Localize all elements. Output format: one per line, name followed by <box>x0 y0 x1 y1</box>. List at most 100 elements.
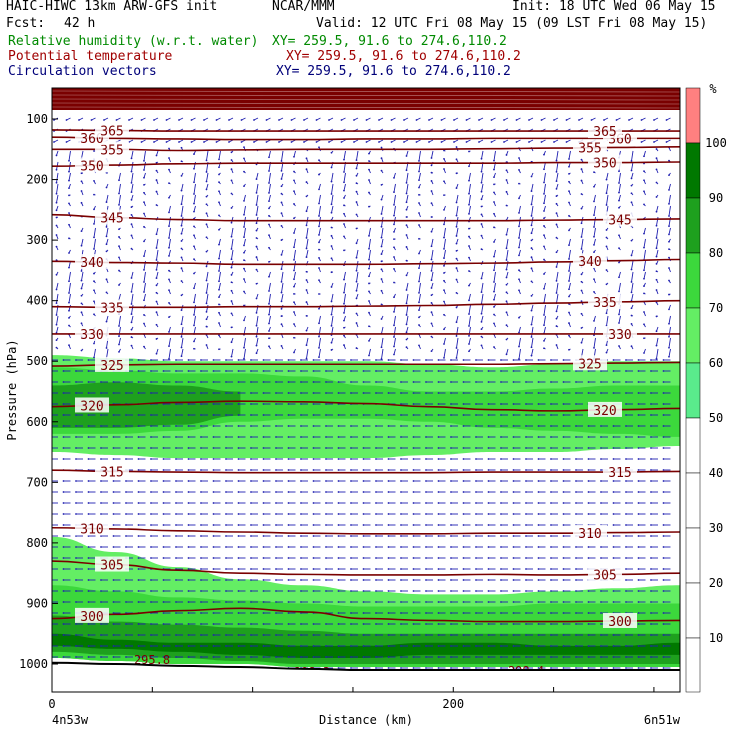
circulation-vector-head <box>668 279 670 282</box>
circulation-vector <box>556 161 559 172</box>
circulation-vector-head <box>355 213 358 216</box>
circulation-vector-head <box>468 245 470 247</box>
circulation-vector-head <box>555 223 558 226</box>
circulation-vector-head <box>380 225 383 228</box>
circulation-vector-head <box>225 601 227 603</box>
circulation-vector-head <box>612 370 615 372</box>
circulation-vector-head <box>405 246 408 248</box>
circulation-vector-head <box>87 579 90 581</box>
circulation-vector-head <box>75 436 77 438</box>
circulation-vector-head <box>630 177 633 180</box>
circulation-vector-head <box>655 315 658 318</box>
circulation-vector-head <box>212 557 215 559</box>
circulation-vector-head <box>362 370 365 372</box>
circulation-vector-head <box>525 359 527 361</box>
circulation-vector-head <box>493 313 495 316</box>
circulation-vector <box>443 249 446 259</box>
circulation-vector-head <box>318 225 320 228</box>
circulation-vector-head <box>118 269 120 272</box>
circulation-vector-head <box>500 524 502 526</box>
circulation-vector-head <box>368 300 370 302</box>
circulation-vector-head <box>325 535 327 537</box>
circulation-vector <box>406 304 409 316</box>
circulation-vector-head <box>562 590 565 592</box>
circulation-vector-head <box>580 280 583 283</box>
circulation-vector-head <box>500 546 502 548</box>
circulation-vector-head <box>337 601 340 603</box>
circulation-vector-head <box>480 198 483 201</box>
circulation-vector-head <box>155 323 158 326</box>
circulation-vector-head <box>443 236 445 239</box>
circulation-vector-head <box>437 623 440 625</box>
circulation-vector-head <box>250 557 252 559</box>
circulation-vector-head <box>250 469 252 471</box>
circulation-vector-head <box>237 502 240 504</box>
circulation-vector-head <box>618 206 620 209</box>
circulation-vector-head <box>618 234 620 237</box>
circulation-vector-head <box>643 292 645 295</box>
circulation-vector <box>656 238 659 249</box>
circulation-vector-head <box>568 295 570 298</box>
circulation-vector-head <box>318 234 320 236</box>
circulation-vector-head <box>143 240 145 243</box>
circulation-vector-head <box>237 557 240 559</box>
circulation-vector-head <box>205 236 208 239</box>
circulation-vector-head <box>530 232 533 235</box>
circulation-vector-head <box>630 314 633 317</box>
circulation-vector-head <box>505 233 508 236</box>
circulation-vector-head <box>475 436 477 438</box>
circulation-vector-head <box>437 491 440 493</box>
circulation-vector <box>556 282 559 294</box>
circulation-vector-head <box>262 634 265 636</box>
circulation-vector-head <box>337 623 340 625</box>
circulation-vector <box>406 282 409 291</box>
circulation-vector <box>381 326 384 334</box>
circulation-vector-head <box>425 546 427 548</box>
circulation-vector-head <box>303 141 305 143</box>
circulation-vector-head <box>153 119 155 121</box>
circulation-vector-head <box>625 590 627 592</box>
circulation-vector-head <box>493 290 495 293</box>
circulation-vector-head <box>125 447 127 449</box>
circulation-vector-head <box>162 458 165 460</box>
circulation-vector-head <box>280 300 283 303</box>
circulation-vector-head <box>553 141 555 143</box>
circulation-vector <box>256 205 259 216</box>
circulation-vector-head <box>662 612 665 614</box>
circulation-vector <box>318 194 321 204</box>
circulation-vector-head <box>100 480 102 482</box>
circulation-vector-head <box>400 447 402 449</box>
legend-vectors-label: Circulation vectors <box>8 64 157 79</box>
circulation-vector-head <box>543 245 545 248</box>
circulation-vector-head <box>225 513 227 515</box>
circulation-vector-head <box>655 344 658 347</box>
circulation-vector-head <box>530 239 533 242</box>
circulation-vector-head <box>118 192 120 195</box>
circulation-vector-head <box>100 381 102 383</box>
circulation-vector-head <box>662 436 665 438</box>
circulation-vector-head <box>255 311 258 314</box>
circulation-vector-head <box>212 590 215 592</box>
circulation-vector-head <box>162 359 165 361</box>
circulation-vector-head <box>430 350 433 353</box>
circulation-vector-head <box>512 458 515 460</box>
circulation-vector-head <box>218 173 220 176</box>
circulation-vector-head <box>130 234 133 237</box>
circulation-vector-head <box>450 568 452 570</box>
circulation-vector-head <box>575 601 577 603</box>
circulation-vector <box>356 260 359 271</box>
circulation-vector-head <box>105 320 108 323</box>
circulation-vector <box>518 326 521 333</box>
circulation-vector-head <box>268 337 270 340</box>
circulation-vector-head <box>480 181 483 184</box>
circulation-vector-head <box>55 181 58 184</box>
circulation-vector-head <box>650 403 652 405</box>
circulation-vector-head <box>155 259 158 261</box>
circulation-vector-head <box>237 513 240 515</box>
circulation-vector-head <box>293 258 295 261</box>
circulation-vector-head <box>562 502 565 504</box>
circulation-vector-head <box>475 579 477 581</box>
circulation-vector-head <box>100 535 102 537</box>
circulation-vector-head <box>255 192 258 194</box>
circulation-vector-head <box>393 281 395 284</box>
